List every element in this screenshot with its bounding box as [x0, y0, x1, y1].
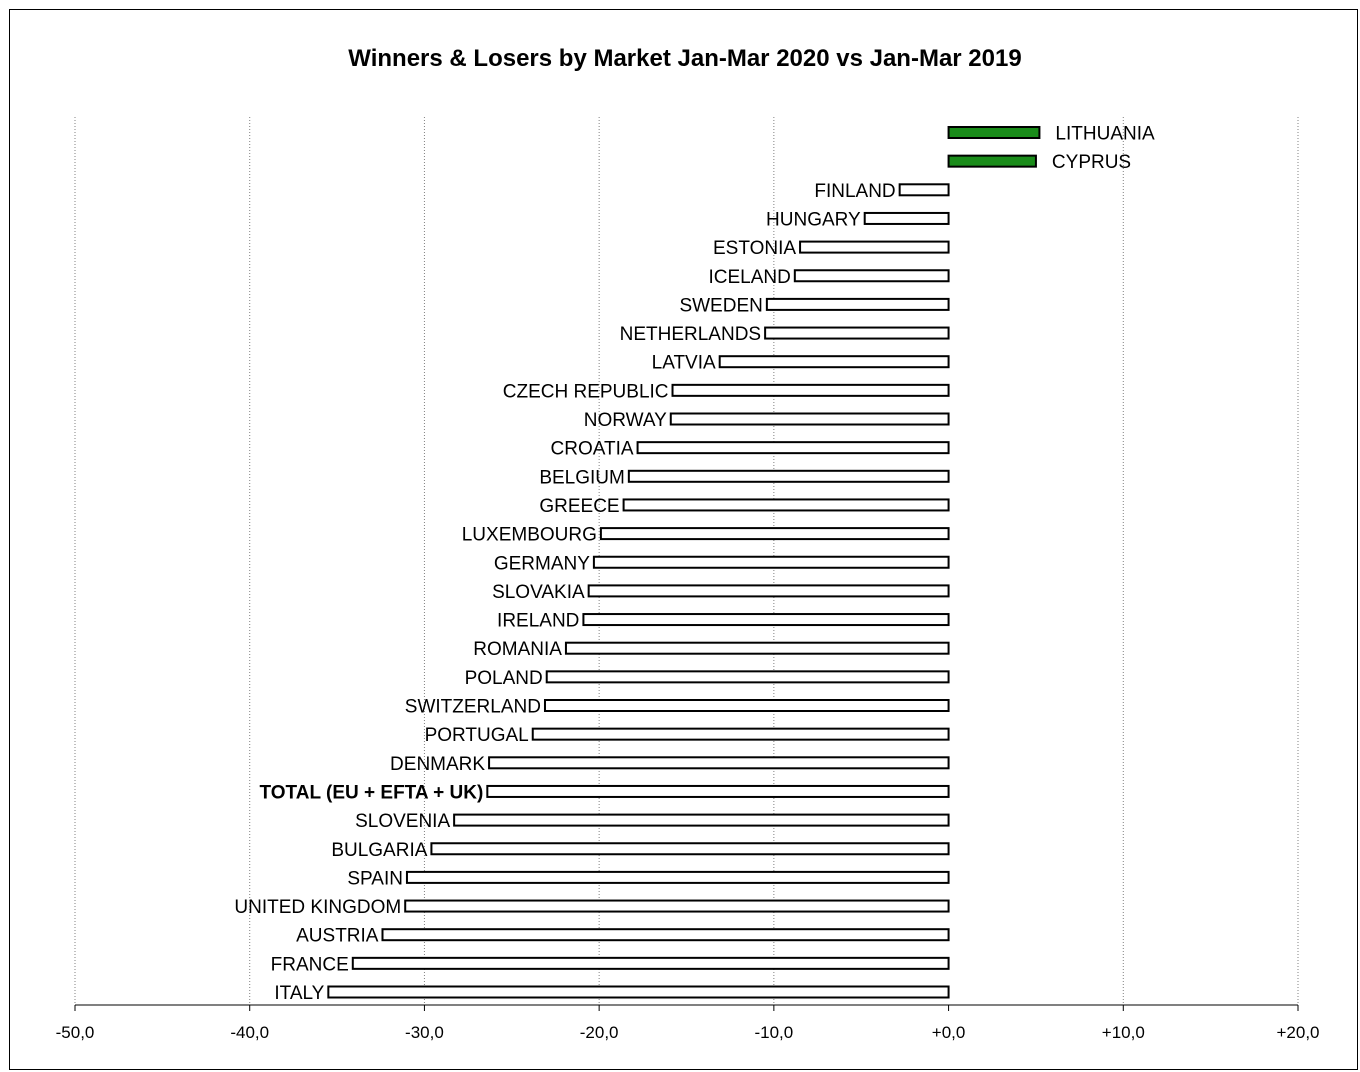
bar-label: GREECE: [539, 496, 619, 517]
bar: [488, 756, 950, 770]
bar-label: CZECH REPUBLIC: [503, 381, 669, 402]
bars: [327, 126, 1041, 999]
bar-label: CROATIA: [551, 439, 634, 460]
bar: [764, 326, 950, 340]
x-tick-label: +0,0: [932, 1023, 966, 1042]
bar: [486, 784, 950, 798]
bar-label: LATVIA: [652, 353, 716, 374]
bar: [405, 870, 950, 884]
x-tick-label: -30,0: [405, 1023, 444, 1042]
bar: [543, 699, 950, 712]
bar: [669, 412, 950, 426]
bar: [799, 240, 950, 254]
bar: [863, 211, 950, 225]
bar-label: LUXEMBOURG: [462, 525, 597, 546]
chart-title: Winners & Losers by Market Jan-Mar 2020 …: [348, 45, 1021, 72]
x-tick-label: +10,0: [1102, 1023, 1145, 1042]
bar: [793, 269, 950, 283]
bar-label: CYPRUS: [1052, 152, 1131, 173]
bar-label: SLOVENIA: [355, 811, 450, 832]
bar-label: GERMANY: [494, 553, 590, 574]
bar-label: UNITED KINGDOM: [234, 897, 401, 918]
bar-label: SPAIN: [347, 868, 403, 889]
bar-label: ICELAND: [708, 267, 790, 288]
bar: [636, 441, 950, 455]
bar: [531, 727, 950, 741]
bar-label: POLAND: [465, 668, 543, 689]
x-axis: -50,0 -40,0 -30,0 -20,0 -10,0 +0,0 +10,0 +20,0: [56, 1004, 1320, 1042]
bar-label: DENMARK: [390, 754, 485, 775]
bar-label: SWITZERLAND: [405, 697, 541, 718]
bar-label: IRELAND: [497, 611, 579, 632]
bar-label: SLOVAKIA: [492, 582, 585, 603]
bar: [564, 641, 950, 655]
bar: [765, 297, 950, 311]
x-tick-label: -20,0: [580, 1023, 619, 1042]
bar: [599, 527, 950, 541]
bar: [351, 956, 950, 970]
bar: [671, 383, 950, 397]
bar: [582, 613, 950, 627]
bar-label: ITALY: [274, 983, 324, 1004]
bar: [898, 183, 950, 197]
gridlines: [74, 117, 1299, 1005]
bar: [627, 469, 950, 483]
bar-label: ROMANIA: [473, 639, 562, 660]
bar-label: BULGARIA: [331, 840, 427, 861]
bar: [622, 498, 950, 512]
x-tick-label: -40,0: [230, 1023, 269, 1042]
bar-label: BELGIUM: [539, 467, 625, 488]
bar: [453, 813, 950, 827]
bar: [592, 555, 950, 569]
x-tick-label: -50,0: [56, 1023, 95, 1042]
bar-label: ESTONIA: [713, 238, 796, 259]
bar-label: PORTUGAL: [425, 725, 529, 746]
bar: [327, 985, 950, 999]
bar: [404, 899, 950, 913]
bar-label: SWEDEN: [679, 295, 762, 316]
bar-label: FINLAND: [814, 181, 895, 202]
bar: [381, 928, 950, 942]
bar: [430, 842, 950, 856]
bar: [947, 126, 1041, 139]
x-tick-label: -10,0: [754, 1023, 793, 1042]
bar-label: LITHUANIA: [1055, 124, 1155, 145]
bar-label: FRANCE: [271, 954, 349, 975]
bar-label: NETHERLANDS: [620, 324, 761, 345]
x-tick-label: +20,0: [1276, 1023, 1319, 1042]
bar: [947, 154, 1037, 168]
bar-label: AUSTRIA: [296, 926, 379, 947]
bar-labels: LITHUANIA CYPRUS FINLAND HUNGARY ESTONIA ICEL…: [234, 124, 1155, 1005]
bar-label: HUNGARY: [766, 209, 861, 230]
bar-label: NORWAY: [584, 410, 667, 431]
bar: [545, 670, 950, 684]
bar: [587, 584, 950, 598]
bar-label: TOTAL (EU + EFTA + UK): [260, 782, 484, 803]
bar: [718, 355, 950, 369]
